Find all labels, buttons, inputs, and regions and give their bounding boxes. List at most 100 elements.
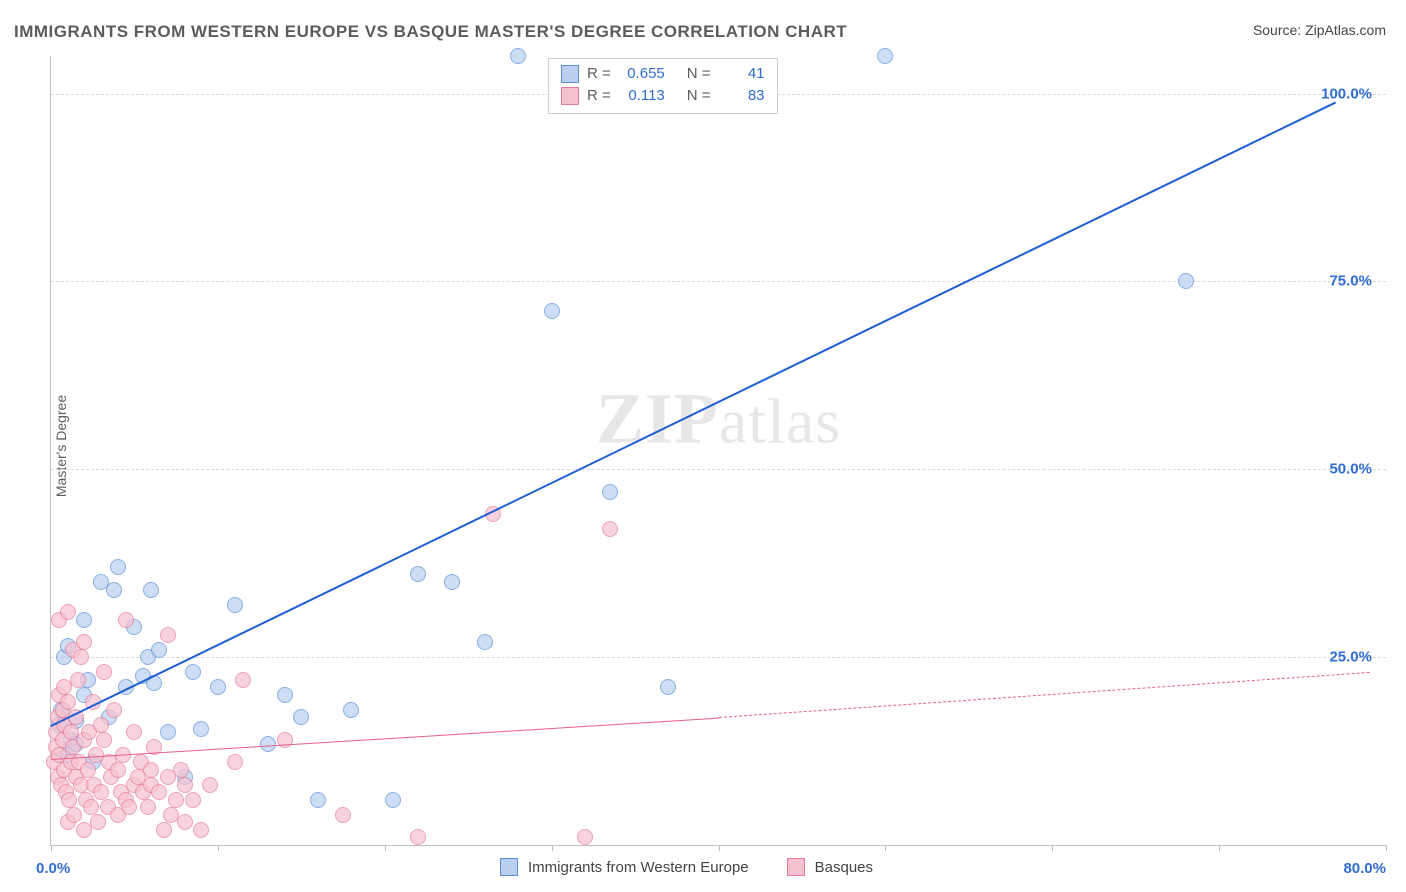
data-point	[106, 582, 122, 598]
x-tick	[885, 845, 886, 851]
data-point	[160, 724, 176, 740]
data-point	[235, 672, 251, 688]
scatter-plot-area: ZIPatlas 25.0% 50.0% 75.0% 100.0%	[50, 56, 1386, 846]
data-point	[96, 732, 112, 748]
swatch-icon	[561, 65, 579, 83]
data-point	[151, 784, 167, 800]
data-point	[193, 822, 209, 838]
legend-label: Basques	[815, 859, 873, 876]
data-point	[151, 642, 167, 658]
y-tick-label: 75.0%	[1329, 273, 1372, 290]
data-point	[76, 612, 92, 628]
correlation-legend-box: R = 0.655 N = 41 R = 0.113 N = 83	[548, 58, 778, 114]
data-point	[227, 597, 243, 613]
data-point	[80, 762, 96, 778]
data-point	[118, 612, 134, 628]
data-point	[156, 822, 172, 838]
n-label: N =	[687, 85, 711, 107]
data-point	[477, 634, 493, 650]
data-point	[126, 724, 142, 740]
data-point	[510, 48, 526, 64]
data-point	[227, 754, 243, 770]
swatch-icon	[500, 858, 518, 876]
data-point	[143, 582, 159, 598]
swatch-icon	[561, 87, 579, 105]
swatch-icon	[787, 858, 805, 876]
series-legend: Immigrants from Western Europe Basques	[500, 858, 873, 876]
source-label: Source:	[1253, 22, 1301, 38]
data-point	[577, 829, 593, 845]
data-point	[602, 484, 618, 500]
data-point	[76, 634, 92, 650]
x-axis-min-label: 0.0%	[36, 860, 70, 877]
n-value: 83	[719, 85, 765, 107]
data-point	[410, 566, 426, 582]
r-label: R =	[587, 85, 611, 107]
trendline	[51, 101, 1337, 726]
data-point	[93, 717, 109, 733]
data-point	[660, 679, 676, 695]
gridline-horizontal	[51, 469, 1386, 470]
x-tick	[552, 845, 553, 851]
data-point	[293, 709, 309, 725]
data-point	[343, 702, 359, 718]
data-point	[110, 559, 126, 575]
data-point	[93, 784, 109, 800]
watermark-text: ZIPatlas	[596, 377, 841, 460]
data-point	[260, 736, 276, 752]
data-point	[60, 694, 76, 710]
x-tick	[719, 845, 720, 851]
data-point	[177, 814, 193, 830]
y-tick-label: 100.0%	[1321, 85, 1372, 102]
data-point	[210, 679, 226, 695]
x-axis-max-label: 80.0%	[1343, 860, 1386, 877]
data-point	[110, 762, 126, 778]
legend-row-series-a: R = 0.655 N = 41	[561, 63, 765, 85]
source-attribution: Source: ZipAtlas.com	[1253, 22, 1386, 38]
x-tick	[218, 845, 219, 851]
data-point	[90, 814, 106, 830]
data-point	[60, 604, 76, 620]
x-tick	[51, 845, 52, 851]
data-point	[83, 799, 99, 815]
data-point	[168, 792, 184, 808]
data-point	[877, 48, 893, 64]
y-tick-label: 25.0%	[1329, 649, 1372, 666]
data-point	[73, 649, 89, 665]
n-label: N =	[687, 63, 711, 85]
data-point	[177, 777, 193, 793]
legend-label: Immigrants from Western Europe	[528, 859, 749, 876]
data-point	[140, 799, 156, 815]
legend-row-series-b: R = 0.113 N = 83	[561, 85, 765, 107]
data-point	[173, 762, 189, 778]
data-point	[121, 799, 137, 815]
x-tick	[385, 845, 386, 851]
data-point	[444, 574, 460, 590]
data-point	[310, 792, 326, 808]
x-tick	[1386, 845, 1387, 851]
data-point	[385, 792, 401, 808]
data-point	[185, 792, 201, 808]
data-point	[193, 721, 209, 737]
data-point	[602, 521, 618, 537]
data-point	[61, 792, 77, 808]
data-point	[160, 627, 176, 643]
data-point	[544, 303, 560, 319]
chart-title: IMMIGRANTS FROM WESTERN EUROPE VS BASQUE…	[14, 22, 847, 42]
data-point	[335, 807, 351, 823]
r-label: R =	[587, 63, 611, 85]
n-value: 41	[719, 63, 765, 85]
data-point	[1178, 273, 1194, 289]
source-value: ZipAtlas.com	[1305, 22, 1386, 38]
trendline-dashed	[718, 672, 1369, 718]
x-tick	[1219, 845, 1220, 851]
data-point	[277, 687, 293, 703]
data-point	[66, 807, 82, 823]
gridline-horizontal	[51, 657, 1386, 658]
y-tick-label: 50.0%	[1329, 461, 1372, 478]
data-point	[143, 762, 159, 778]
data-point	[185, 664, 201, 680]
data-point	[106, 702, 122, 718]
data-point	[202, 777, 218, 793]
r-value: 0.113	[619, 85, 665, 107]
